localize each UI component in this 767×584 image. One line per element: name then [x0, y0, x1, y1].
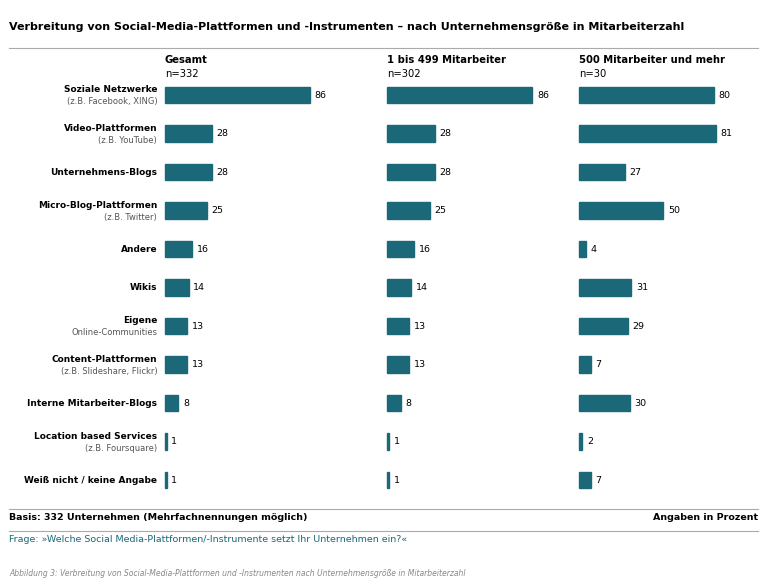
Text: Weiß nicht / keine Angabe: Weiß nicht / keine Angabe — [25, 475, 157, 485]
Text: 14: 14 — [193, 283, 205, 292]
Text: 7: 7 — [595, 360, 601, 369]
Bar — [165, 318, 187, 334]
Text: 13: 13 — [192, 360, 203, 369]
Text: Angaben in Prozent: Angaben in Prozent — [653, 513, 758, 522]
Text: 1: 1 — [171, 437, 177, 446]
Bar — [165, 356, 187, 373]
Text: 30: 30 — [634, 399, 647, 408]
Text: Content-Plattformen: Content-Plattformen — [51, 355, 157, 364]
Text: 86: 86 — [314, 91, 327, 100]
Text: Frage: »Welche Social Media-Plattformen/-Instrumente setzt Ihr Unternehmen ein?«: Frage: »Welche Social Media-Plattformen/… — [9, 535, 407, 544]
Bar — [165, 126, 212, 142]
Text: 2: 2 — [587, 437, 593, 446]
Text: (z.B. YouTube): (z.B. YouTube) — [98, 135, 157, 145]
Text: Video-Plattformen: Video-Plattformen — [64, 124, 157, 133]
Text: 8: 8 — [183, 399, 189, 408]
Text: 28: 28 — [439, 168, 451, 176]
Text: n=30: n=30 — [579, 69, 607, 79]
Text: 31: 31 — [636, 283, 648, 292]
Bar — [579, 126, 716, 142]
Text: 1 bis 499 Mitarbeiter: 1 bis 499 Mitarbeiter — [387, 55, 506, 65]
Text: 1: 1 — [171, 475, 177, 485]
Bar — [387, 241, 414, 258]
Bar — [165, 164, 212, 180]
Bar — [387, 87, 532, 103]
Bar — [579, 318, 628, 334]
Text: 29: 29 — [633, 322, 644, 331]
Text: 28: 28 — [439, 129, 451, 138]
Bar — [579, 395, 630, 411]
Text: 28: 28 — [217, 129, 229, 138]
Text: Soziale Netzwerke: Soziale Netzwerke — [64, 85, 157, 95]
Bar — [387, 433, 389, 450]
Bar — [579, 433, 582, 450]
Bar — [165, 241, 192, 258]
Bar — [579, 472, 591, 488]
Text: (z.B. Facebook, XING): (z.B. Facebook, XING) — [67, 97, 157, 106]
Bar — [579, 203, 663, 219]
Text: 14: 14 — [416, 283, 427, 292]
Text: n=302: n=302 — [387, 69, 421, 79]
Text: Online-Communities: Online-Communities — [71, 328, 157, 337]
Text: 13: 13 — [192, 322, 203, 331]
Bar — [387, 203, 430, 219]
Bar — [165, 395, 179, 411]
Text: (z.B. Twitter): (z.B. Twitter) — [104, 213, 157, 221]
Text: 7: 7 — [595, 475, 601, 485]
Text: (z.B. Foursquare): (z.B. Foursquare) — [85, 443, 157, 453]
Text: Eigene: Eigene — [123, 317, 157, 325]
Text: 86: 86 — [537, 91, 549, 100]
Text: 25: 25 — [434, 206, 446, 215]
Bar — [165, 203, 207, 219]
Bar — [387, 318, 410, 334]
Text: 80: 80 — [719, 91, 731, 100]
Bar — [165, 433, 166, 450]
Bar — [387, 126, 435, 142]
Bar — [579, 241, 586, 258]
Bar — [579, 279, 631, 296]
Text: 50: 50 — [668, 206, 680, 215]
Text: 25: 25 — [212, 206, 224, 215]
Text: Unternehmens-Blogs: Unternehmens-Blogs — [50, 168, 157, 176]
Bar — [387, 395, 401, 411]
Bar — [579, 87, 714, 103]
Bar — [387, 472, 389, 488]
Text: 28: 28 — [217, 168, 229, 176]
Text: 4: 4 — [591, 245, 597, 253]
Text: 1: 1 — [393, 437, 400, 446]
Text: Wikis: Wikis — [130, 283, 157, 292]
Text: 81: 81 — [720, 129, 732, 138]
Text: Location based Services: Location based Services — [34, 432, 157, 441]
Text: 27: 27 — [629, 168, 641, 176]
Text: 1: 1 — [393, 475, 400, 485]
Bar — [165, 472, 166, 488]
Text: 8: 8 — [406, 399, 411, 408]
Text: Interne Mitarbeiter-Blogs: Interne Mitarbeiter-Blogs — [28, 399, 157, 408]
Text: Micro-Blog-Plattformen: Micro-Blog-Plattformen — [38, 201, 157, 210]
Text: 16: 16 — [419, 245, 431, 253]
Text: n=332: n=332 — [165, 69, 199, 79]
Bar — [387, 356, 410, 373]
Text: 13: 13 — [414, 322, 426, 331]
Text: Abbildung 3: Verbreitung von Social-Media-Plattformen und -Instrumenten nach Unt: Abbildung 3: Verbreitung von Social-Medi… — [9, 569, 466, 578]
Bar — [579, 164, 624, 180]
Bar — [387, 164, 435, 180]
Bar — [579, 356, 591, 373]
Text: Basis: 332 Unternehmen (Mehrfachnennungen möglich): Basis: 332 Unternehmen (Mehrfachnennunge… — [9, 513, 308, 522]
Text: 16: 16 — [196, 245, 209, 253]
Text: 500 Mitarbeiter und mehr: 500 Mitarbeiter und mehr — [579, 55, 725, 65]
Bar — [165, 279, 189, 296]
Text: 13: 13 — [414, 360, 426, 369]
Bar — [165, 87, 310, 103]
Text: (z.B. Slideshare, Flickr): (z.B. Slideshare, Flickr) — [61, 367, 157, 376]
Bar — [387, 279, 411, 296]
Text: Gesamt: Gesamt — [165, 55, 208, 65]
Text: Verbreitung von Social-Media-Plattformen und -Instrumenten – nach Unternehmensgr: Verbreitung von Social-Media-Plattformen… — [9, 22, 684, 32]
Text: Andere: Andere — [120, 245, 157, 253]
